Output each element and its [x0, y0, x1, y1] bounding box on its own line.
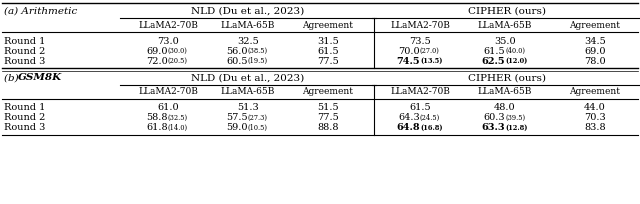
- Text: LLaMA2-70B: LLaMA2-70B: [138, 20, 198, 30]
- Text: LLaMA2-70B: LLaMA2-70B: [138, 88, 198, 96]
- Text: 61.0: 61.0: [157, 103, 179, 112]
- Text: 51.3: 51.3: [237, 103, 259, 112]
- Text: (19.5): (19.5): [248, 57, 268, 65]
- Text: NLD (Du et al., 2023): NLD (Du et al., 2023): [191, 7, 305, 16]
- Text: (b): (b): [4, 73, 22, 82]
- Text: Round 3: Round 3: [4, 123, 45, 133]
- Text: (20.5): (20.5): [168, 57, 188, 65]
- Text: LLaMA-65B: LLaMA-65B: [221, 20, 275, 30]
- Text: 61.5: 61.5: [483, 47, 505, 55]
- Text: 61.8: 61.8: [147, 123, 168, 133]
- Text: (38.5): (38.5): [248, 47, 268, 55]
- Text: (40.0): (40.0): [505, 47, 525, 55]
- Text: Round 2: Round 2: [4, 47, 45, 55]
- Text: 63.3: 63.3: [481, 123, 505, 133]
- Text: 70.0: 70.0: [398, 47, 420, 55]
- Text: 83.8: 83.8: [584, 123, 606, 133]
- Text: LLaMA-65B: LLaMA-65B: [478, 88, 532, 96]
- Text: 35.0: 35.0: [494, 37, 516, 45]
- Text: 60.5: 60.5: [227, 57, 248, 65]
- Text: 58.8: 58.8: [147, 113, 168, 122]
- Text: 61.5: 61.5: [317, 47, 339, 55]
- Text: LLaMA2-70B: LLaMA2-70B: [390, 88, 450, 96]
- Text: 51.5: 51.5: [317, 103, 339, 112]
- Text: 64.3: 64.3: [398, 113, 420, 122]
- Text: Round 2: Round 2: [4, 113, 45, 122]
- Text: 34.5: 34.5: [584, 37, 606, 45]
- Text: (16.8): (16.8): [420, 124, 442, 132]
- Text: Round 3: Round 3: [4, 57, 45, 65]
- Text: 69.0: 69.0: [147, 47, 168, 55]
- Text: 88.8: 88.8: [317, 123, 339, 133]
- Text: 59.0: 59.0: [227, 123, 248, 133]
- Text: 73.5: 73.5: [409, 37, 431, 45]
- Text: (12.0): (12.0): [505, 57, 527, 65]
- Text: 70.3: 70.3: [584, 113, 606, 122]
- Text: 77.5: 77.5: [317, 113, 339, 122]
- Text: 73.0: 73.0: [157, 37, 179, 45]
- Text: 69.0: 69.0: [584, 47, 605, 55]
- Text: LLaMA-65B: LLaMA-65B: [478, 20, 532, 30]
- Text: CIPHER (ours): CIPHER (ours): [468, 7, 547, 16]
- Text: NLD (Du et al., 2023): NLD (Du et al., 2023): [191, 73, 305, 82]
- Text: (12.8): (12.8): [505, 124, 527, 132]
- Text: (30.0): (30.0): [168, 47, 188, 55]
- Text: 48.0: 48.0: [494, 103, 516, 112]
- Text: (24.5): (24.5): [420, 114, 440, 122]
- Text: 61.5: 61.5: [409, 103, 431, 112]
- Text: 60.3: 60.3: [483, 113, 505, 122]
- Text: Round 1: Round 1: [4, 103, 45, 112]
- Text: 31.5: 31.5: [317, 37, 339, 45]
- Text: CIPHER (ours): CIPHER (ours): [468, 73, 547, 82]
- Text: 77.5: 77.5: [317, 57, 339, 65]
- Text: (27.0): (27.0): [420, 47, 440, 55]
- Text: 57.5: 57.5: [227, 113, 248, 122]
- Text: (a) Arithmetic: (a) Arithmetic: [4, 7, 77, 16]
- Text: Agreement: Agreement: [570, 88, 621, 96]
- Text: (39.5): (39.5): [505, 114, 525, 122]
- Text: 44.0: 44.0: [584, 103, 606, 112]
- Text: (27.3): (27.3): [248, 114, 268, 122]
- Text: 62.5: 62.5: [481, 57, 505, 65]
- Text: GSM8K: GSM8K: [18, 73, 62, 82]
- Text: LLaMA-65B: LLaMA-65B: [221, 88, 275, 96]
- Text: (32.5): (32.5): [168, 114, 188, 122]
- Text: 56.0: 56.0: [227, 47, 248, 55]
- Text: (13.5): (13.5): [420, 57, 442, 65]
- Text: Agreement: Agreement: [303, 88, 353, 96]
- Text: 64.8: 64.8: [396, 123, 420, 133]
- Text: (14.0): (14.0): [168, 124, 188, 132]
- Text: Round 1: Round 1: [4, 37, 45, 45]
- Text: 74.5: 74.5: [396, 57, 420, 65]
- Text: Agreement: Agreement: [303, 20, 353, 30]
- Text: LLaMA2-70B: LLaMA2-70B: [390, 20, 450, 30]
- Text: 78.0: 78.0: [584, 57, 606, 65]
- Text: (10.5): (10.5): [248, 124, 268, 132]
- Text: 32.5: 32.5: [237, 37, 259, 45]
- Text: Agreement: Agreement: [570, 20, 621, 30]
- Text: 72.0: 72.0: [147, 57, 168, 65]
